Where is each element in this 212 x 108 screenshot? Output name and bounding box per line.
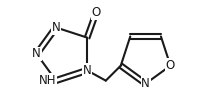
Text: N: N: [83, 64, 92, 77]
Text: N: N: [32, 48, 41, 60]
Text: O: O: [166, 59, 175, 72]
Text: NH: NH: [39, 74, 56, 87]
Text: O: O: [92, 6, 101, 19]
Text: N: N: [141, 77, 150, 90]
Text: N: N: [52, 21, 60, 34]
